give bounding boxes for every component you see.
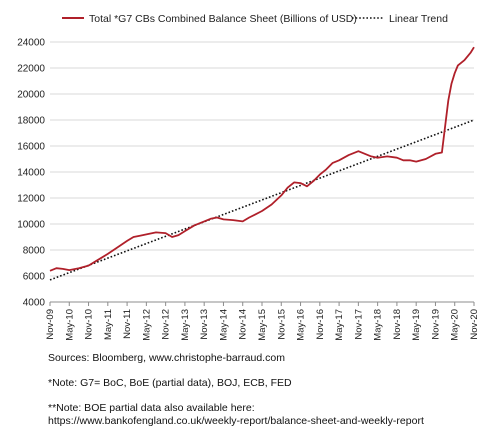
balance-sheet-line	[49, 46, 475, 272]
x-tick-Nov-09: Nov-09	[45, 309, 56, 340]
x-tick-May-13: May-13	[180, 309, 191, 341]
boe-note: **Note: BOE partial data also available …	[48, 402, 255, 414]
x-tick-May-12: May-12	[141, 309, 152, 341]
x-tick-Nov-10: Nov-10	[84, 309, 95, 340]
y-tick-18000: 18000	[17, 116, 45, 127]
y-tick-22000: 22000	[17, 64, 45, 75]
legend-series-label: Total *G7 CBs Combined Balance Sheet (Bi…	[89, 13, 357, 25]
y-tick-4000: 4000	[23, 298, 46, 309]
x-tick-May-10: May-10	[64, 309, 75, 341]
x-tick-Nov-12: Nov-12	[161, 309, 172, 340]
x-tick-May-20: May-20	[450, 309, 461, 341]
x-tick-Nov-15: Nov-15	[276, 309, 287, 340]
boe-url: https://www.bankofengland.co.uk/weekly-r…	[48, 415, 424, 427]
legend-trend-label: Linear Trend	[389, 13, 448, 25]
x-tick-May-14: May-14	[218, 309, 229, 341]
x-tick-Nov-18: Nov-18	[392, 309, 403, 340]
linear-trend-line	[49, 119, 475, 281]
y-tick-16000: 16000	[17, 142, 45, 153]
y-tick-24000: 24000	[17, 38, 45, 49]
y-tick-12000: 12000	[17, 194, 45, 205]
chart-notes: Sources: Bloomberg, www.christophe-barra…	[48, 352, 424, 428]
x-tick-May-16: May-16	[296, 309, 307, 341]
y-tick-6000: 6000	[23, 272, 46, 283]
x-tick-May-15: May-15	[257, 309, 268, 341]
x-tick-Nov-20: Nov-20	[469, 309, 480, 340]
sources-note: Sources: Bloomberg, www.christophe-barra…	[48, 352, 285, 364]
gridlines	[50, 41, 474, 303]
x-tick-May-11: May-11	[103, 309, 114, 340]
x-tick-Nov-19: Nov-19	[430, 309, 441, 340]
y-tick-20000: 20000	[17, 90, 45, 101]
y-tick-10000: 10000	[17, 220, 45, 231]
legend: Total *G7 CBs Combined Balance Sheet (Bi…	[62, 13, 448, 25]
x-tick-Nov-14: Nov-14	[238, 309, 249, 340]
y-tick-14000: 14000	[17, 168, 45, 179]
x-tick-Nov-17: Nov-17	[353, 309, 364, 340]
x-tick-Nov-11: Nov-11	[122, 309, 133, 339]
x-tick-May-17: May-17	[334, 309, 345, 341]
x-tick-May-19: May-19	[411, 309, 422, 341]
g7-note: *Note: G7= BoC, BoE (partial data), BOJ,…	[48, 377, 292, 389]
x-axis-ticks: Nov-09 May-10 Nov-10 May-11 Nov-11 May-12 Nov-…	[45, 302, 480, 341]
x-tick-May-18: May-18	[373, 309, 384, 341]
x-tick-Nov-13: Nov-13	[199, 309, 210, 340]
x-tick-Nov-16: Nov-16	[315, 309, 326, 340]
y-axis-ticks: 4000 6000 8000 10000 12000 14000 16000 18000 200…	[17, 38, 45, 309]
balance-sheet-chart: 4000 6000 8000 10000 12000 14000 16000 18000 200…	[17, 13, 480, 341]
y-tick-8000: 8000	[23, 246, 46, 257]
